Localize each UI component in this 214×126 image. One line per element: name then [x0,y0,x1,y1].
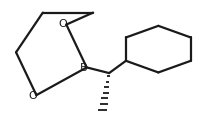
Text: O: O [29,90,37,101]
Text: B: B [80,63,88,73]
Text: O: O [59,19,67,29]
